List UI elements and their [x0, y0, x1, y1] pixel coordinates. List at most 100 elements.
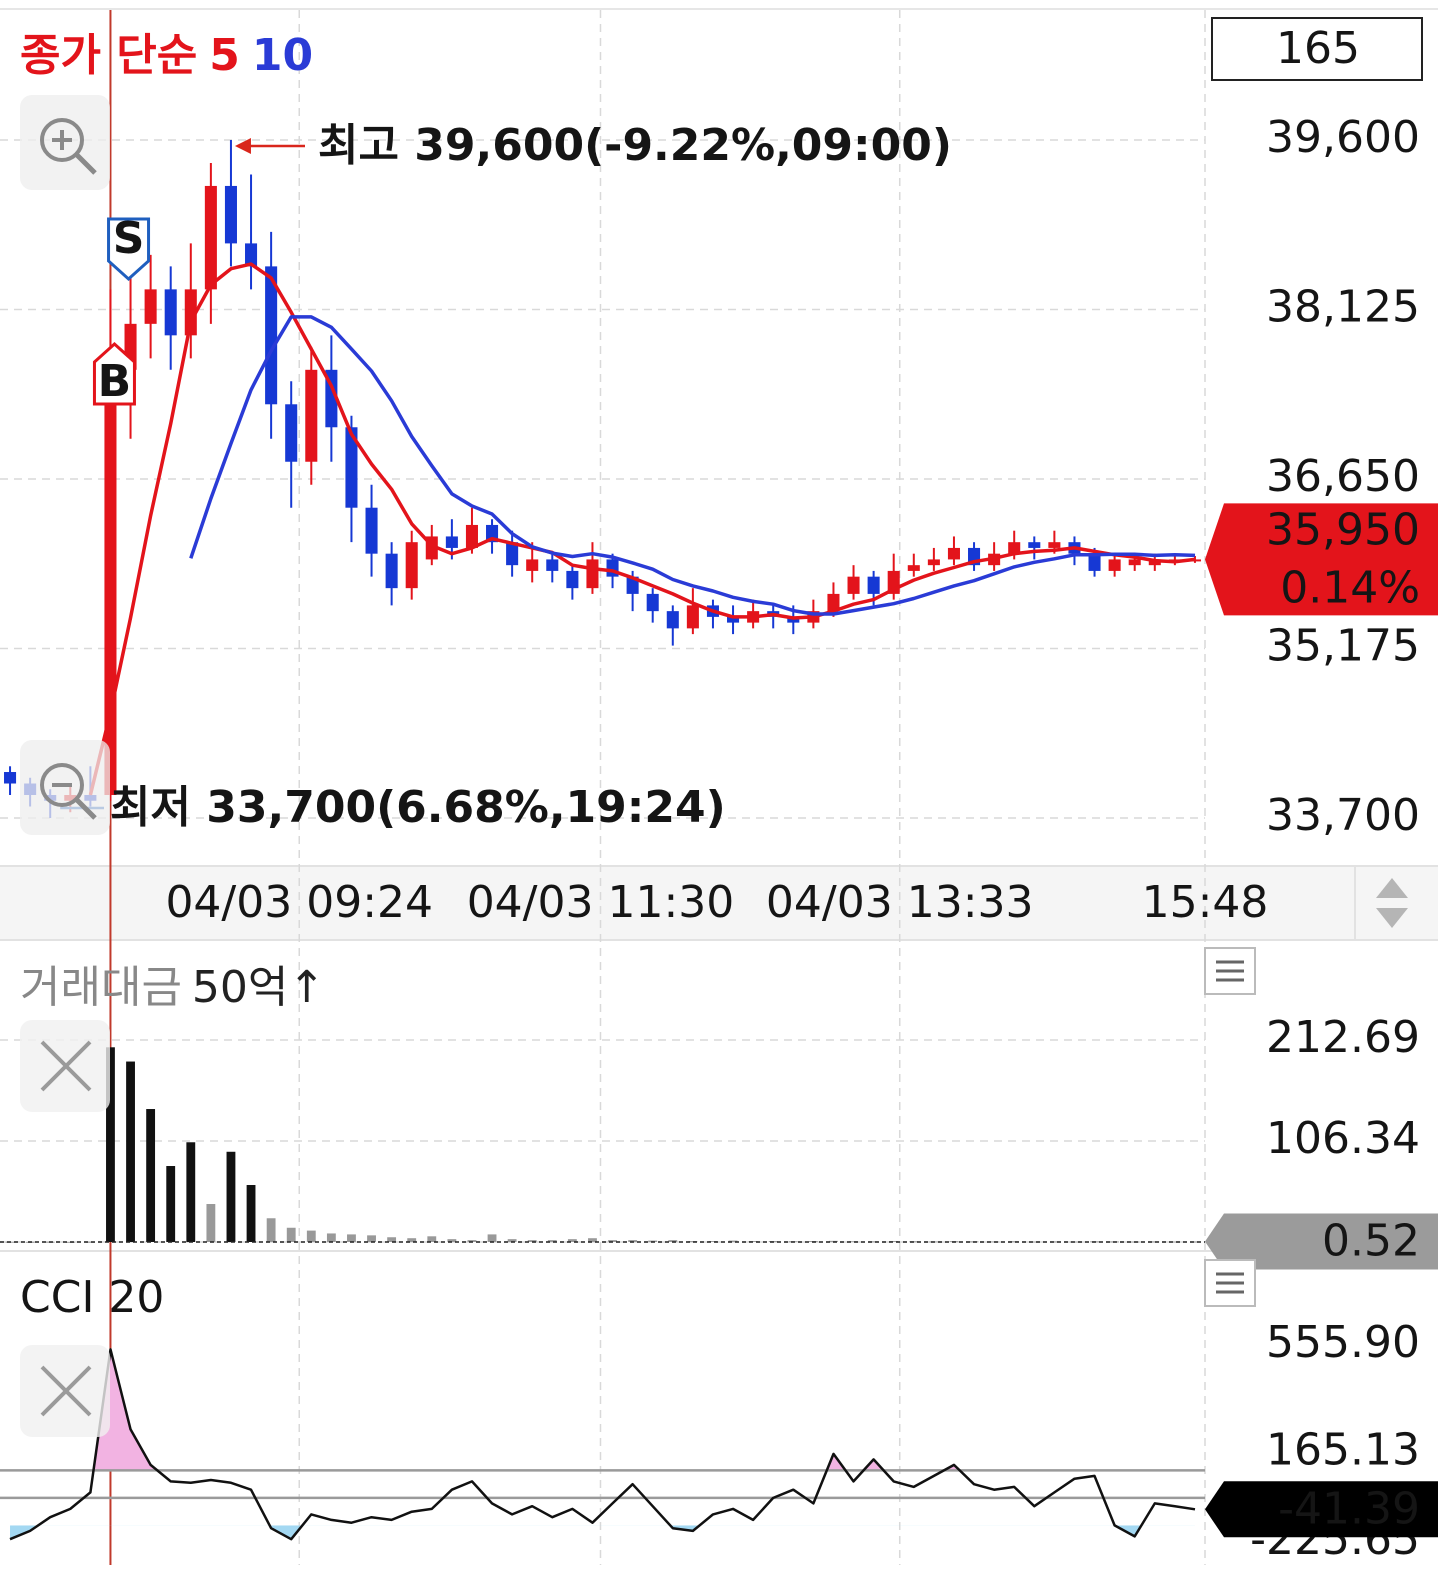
zoom-icon — [40, 763, 84, 807]
y-tick-label: 165.13 — [1266, 1424, 1420, 1475]
bar — [668, 1240, 678, 1242]
bar — [347, 1234, 356, 1242]
bar — [588, 1238, 597, 1242]
bar — [1029, 1241, 1039, 1243]
candle-body — [345, 427, 358, 508]
cci-fill — [10, 1525, 1142, 1540]
bar — [708, 1241, 718, 1243]
candle-body — [546, 559, 559, 571]
bar — [728, 1240, 738, 1242]
bar — [186, 1142, 196, 1242]
y-tick-label: 106.34 — [1266, 1113, 1420, 1164]
legend-entry: 10 — [252, 30, 313, 81]
bar — [407, 1238, 417, 1242]
zoom-icon — [75, 153, 97, 175]
bar — [106, 1047, 115, 1242]
last-change: 0.14% — [1280, 562, 1420, 613]
candle-body — [1008, 542, 1021, 554]
zoom-button[interactable] — [20, 95, 110, 190]
candle-body — [927, 559, 940, 566]
bar — [246, 1185, 256, 1242]
candle-body — [405, 542, 418, 589]
candle-body — [465, 524, 478, 548]
bar — [567, 1239, 577, 1242]
candle-body — [626, 576, 639, 594]
ma-line — [189, 315, 1196, 616]
candle-body — [907, 565, 920, 571]
panel-title: CCI 20 — [20, 1272, 164, 1323]
y-tick-label: 36,650 — [1266, 451, 1420, 502]
close-icon — [40, 1365, 92, 1417]
close-icon — [40, 1040, 92, 1092]
zoom-icon — [40, 118, 84, 162]
candle-body — [245, 243, 258, 267]
candle-body — [4, 772, 17, 784]
candle-body — [164, 289, 177, 336]
candle-body — [686, 605, 699, 629]
counter: 165 — [1276, 23, 1360, 74]
grid-layer — [0, 10, 1206, 1565]
bar — [166, 1166, 176, 1242]
candle-body — [787, 616, 800, 623]
bar — [387, 1237, 397, 1242]
legend-entry: 5 — [209, 30, 240, 81]
last-value: 0.52 — [1322, 1216, 1420, 1267]
candle-body — [827, 593, 840, 612]
bar — [608, 1240, 617, 1242]
bar — [226, 1151, 236, 1242]
candle-body — [566, 570, 579, 589]
y-tick-label: 555.90 — [1266, 1317, 1420, 1368]
candle-body — [586, 559, 599, 589]
bar — [688, 1241, 698, 1243]
annotation-high: 최고 39,600(-9.22%,09:00) — [318, 120, 952, 171]
annotation-arrowhead — [234, 137, 251, 154]
candle-body — [1088, 553, 1101, 571]
candle-body — [204, 185, 217, 290]
candle-body — [1028, 542, 1041, 548]
candle-body — [1108, 559, 1121, 571]
bar — [1009, 1241, 1019, 1243]
scroll-down-icon[interactable] — [1376, 908, 1408, 928]
bar — [367, 1235, 376, 1242]
panel-title-main: 거래대금 — [20, 962, 182, 1013]
y-tick-label: 38,125 — [1266, 281, 1420, 332]
bar — [487, 1234, 497, 1242]
bar — [849, 1241, 858, 1243]
y-tick-label: 212.69 — [1266, 1012, 1420, 1063]
signal-label: B — [98, 356, 132, 407]
candle-body — [727, 616, 740, 623]
bar — [146, 1109, 156, 1242]
bar — [748, 1241, 758, 1243]
legend-prefix: 종가 단순 — [20, 30, 197, 81]
zoom-icon — [75, 798, 97, 820]
candle-body — [385, 553, 398, 589]
panel-title-sub: 50억↑ — [192, 962, 325, 1013]
legend: 종가 단순 5 10 — [20, 30, 313, 81]
y-tick-label: 35,175 — [1266, 620, 1420, 671]
candle-body — [325, 369, 338, 428]
candle-body — [224, 185, 237, 244]
bar — [547, 1240, 557, 1242]
signal-marker — [92, 341, 136, 406]
candle-body — [445, 536, 458, 548]
x-tick-label: 04/03 09:24 — [165, 877, 433, 928]
bar — [1170, 1241, 1180, 1243]
bar — [1190, 1241, 1200, 1243]
candle-body — [285, 404, 298, 462]
bar — [126, 1061, 135, 1242]
scroll-up-icon[interactable] — [1376, 878, 1408, 898]
x-tick-label: 04/03 13:33 — [766, 877, 1034, 928]
bar — [447, 1239, 457, 1242]
bar — [869, 1241, 879, 1243]
bar — [326, 1233, 336, 1242]
value-tag — [1205, 1481, 1438, 1538]
y-tick-label: 39,600 — [1266, 112, 1420, 163]
counter-box — [1211, 17, 1423, 81]
x-tick-label: 04/03 11:30 — [467, 877, 735, 928]
zoom-button[interactable] — [20, 740, 110, 835]
candle-body — [847, 576, 860, 594]
candle-body — [947, 547, 960, 560]
signal-marker — [107, 217, 151, 282]
bar — [467, 1240, 477, 1242]
bar — [507, 1239, 517, 1242]
